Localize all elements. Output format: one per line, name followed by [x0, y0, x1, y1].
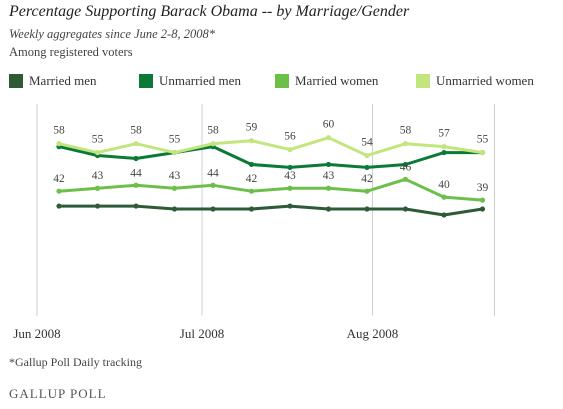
- data-point-married-women-6: [287, 185, 293, 191]
- data-point-married-men-0: [56, 203, 62, 209]
- data-label-unmarried-women-7: 60: [323, 119, 335, 131]
- data-point-married-men-3: [171, 206, 178, 212]
- data-label-married-women-3: 43: [169, 170, 181, 182]
- data-label-unmarried-women-10: 57: [438, 128, 450, 140]
- data-label-married-women-6: 43: [284, 170, 296, 182]
- legend-label-married-women: Married women: [295, 73, 379, 88]
- data-point-married-women-9: [402, 176, 409, 182]
- series-line-married-men: [57, 204, 484, 217]
- series-lines: [56, 135, 486, 218]
- legend-swatch-married-women: [275, 74, 289, 88]
- data-point-unmarried-women-8: [364, 152, 370, 159]
- data-point-married-women-3: [171, 185, 178, 191]
- data-point-unmarried-men-8: [364, 164, 370, 171]
- data-point-married-women-4: [210, 182, 216, 188]
- legend-swatch-married-men: [9, 74, 23, 88]
- data-point-married-men-5: [248, 206, 255, 212]
- data-point-unmarried-women-5: [248, 138, 255, 144]
- data-point-unmarried-men-5: [248, 161, 255, 168]
- data-point-unmarried-women-3: [171, 149, 178, 156]
- data-label-unmarried-women-8: 54: [361, 137, 373, 149]
- data-label-married-women-2: 44: [130, 167, 142, 179]
- data-point-married-women-8: [364, 188, 370, 194]
- data-label-unmarried-women-5: 59: [246, 122, 258, 134]
- data-point-unmarried-women-2: [133, 141, 139, 147]
- data-point-married-women-7: [325, 185, 332, 191]
- data-point-unmarried-women-7: [325, 135, 332, 141]
- legend-swatch-unmarried-women: [416, 74, 430, 88]
- data-point-married-women-1: [94, 185, 101, 191]
- data-label-married-women-4: 44: [207, 167, 219, 179]
- data-point-married-men-8: [364, 206, 370, 212]
- data-point-unmarried-men-10: [441, 149, 447, 156]
- data-label-married-women-9: 46: [400, 161, 412, 173]
- data-point-unmarried-women-4: [210, 141, 216, 147]
- chart-note: Among registered voters: [9, 45, 133, 59]
- data-label-unmarried-women-4: 58: [207, 125, 219, 137]
- legend: Married men Unmarried men Married women …: [9, 72, 554, 90]
- legend-label-unmarried-men: Unmarried men: [159, 73, 241, 88]
- footnote: *Gallup Poll Daily tracking: [9, 355, 142, 369]
- data-labels: 42 43 44 43 44 42 43 43 42 46 40 39 58 55 58 55 58 59 56 60…: [53, 119, 488, 194]
- data-point-unmarried-men-7: [325, 161, 332, 168]
- data-point-unmarried-women-1: [94, 149, 101, 156]
- data-label-unmarried-women-1: 55: [92, 134, 104, 146]
- data-label-unmarried-women-11: 55: [477, 134, 489, 146]
- data-point-unmarried-women-0: [56, 141, 62, 147]
- data-point-married-men-4: [210, 206, 216, 212]
- data-point-married-men-7: [325, 206, 332, 212]
- data-label-unmarried-women-3: 55: [169, 134, 181, 146]
- data-point-married-women-5: [248, 188, 255, 194]
- x-axis: Jun 2008 Jul 2008 Aug 2008: [13, 315, 495, 341]
- data-point-unmarried-men-6: [287, 164, 293, 171]
- data-label-married-women-5: 42: [246, 173, 258, 185]
- data-point-unmarried-women-6: [287, 147, 293, 153]
- gallup-poll-logo: GALLUP POLL: [9, 386, 107, 401]
- legend-swatch-unmarried-men: [139, 74, 153, 88]
- data-point-married-men-10: [441, 212, 447, 218]
- data-point-married-women-11: [479, 197, 486, 203]
- data-label-unmarried-women-6: 56: [284, 131, 296, 143]
- data-point-married-women-10: [441, 194, 447, 200]
- series-line-married-women: [57, 177, 484, 202]
- data-point-married-men-1: [94, 203, 101, 209]
- data-label-married-women-11: 39: [477, 182, 489, 194]
- data-label-unmarried-women-9: 58: [400, 125, 412, 137]
- data-point-married-men-2: [133, 203, 139, 209]
- data-point-married-women-2: [133, 182, 139, 188]
- data-label-married-women-1: 43: [92, 170, 104, 182]
- x-tick-label-2: Aug 2008: [347, 326, 399, 341]
- data-point-unmarried-women-10: [441, 144, 447, 150]
- data-label-married-women-10: 40: [438, 179, 450, 191]
- data-point-married-women-0: [56, 188, 62, 194]
- data-label-unmarried-women-2: 58: [130, 125, 142, 137]
- data-label-married-women-8: 42: [361, 173, 373, 185]
- x-tick-label-0: Jun 2008: [13, 326, 60, 341]
- data-label-married-women-7: 43: [323, 170, 335, 182]
- data-point-unmarried-men-2: [133, 155, 139, 162]
- data-label-married-women-0: 42: [53, 173, 65, 185]
- data-point-unmarried-men-9: [402, 161, 409, 168]
- x-tick-label-1: Jul 2008: [180, 326, 224, 341]
- series-line-unmarried-men: [57, 145, 484, 169]
- chart-title: Percentage Supporting Barack Obama -- by…: [9, 3, 410, 20]
- data-label-unmarried-women-0: 58: [53, 125, 65, 137]
- gridlines: [36, 104, 495, 316]
- series-line-unmarried-women: [57, 136, 484, 157]
- data-point-married-men-11: [479, 206, 486, 212]
- data-point-unmarried-women-11: [479, 149, 486, 156]
- data-point-married-men-9: [402, 206, 409, 212]
- legend-label-unmarried-women: Unmarried women: [436, 73, 534, 88]
- chart-subtitle: Weekly aggregates since June 2-8, 2008*: [9, 27, 215, 41]
- data-point-married-men-6: [287, 203, 293, 209]
- data-point-unmarried-women-9: [402, 141, 409, 147]
- legend-label-married-men: Married men: [29, 73, 97, 88]
